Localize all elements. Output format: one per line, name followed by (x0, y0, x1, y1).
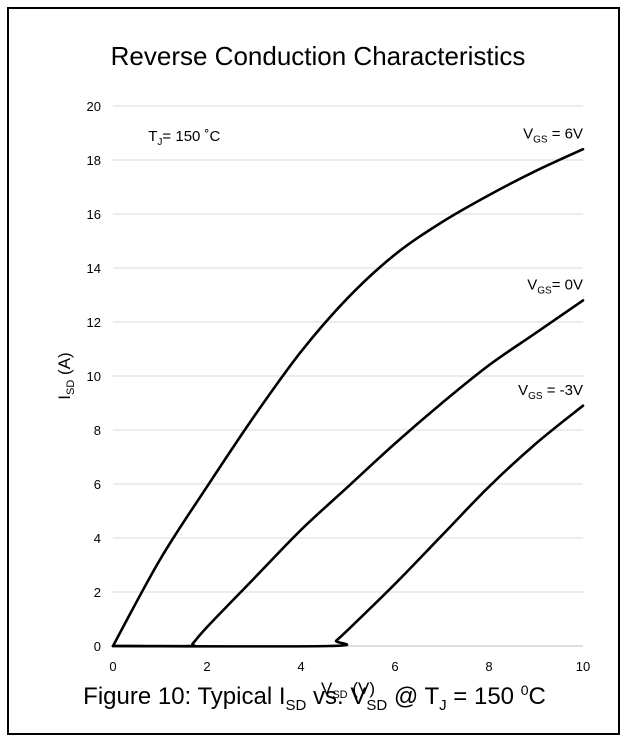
y-axis-label: ISD (A) (55, 352, 77, 399)
series-label-vgs-0v: VGS= 0V (527, 277, 583, 297)
y-tick-label-18: 18 (87, 153, 101, 168)
y-tick-label-16: 16 (87, 207, 101, 222)
x-tick-label-4: 4 (297, 659, 304, 674)
series-line-vgs-minus3v (111, 404, 585, 648)
series-label-vgs-minus3v: VGS = -3V (518, 382, 583, 402)
temperature-annotation: TJ= 150 ˚C (148, 128, 220, 148)
chart-title: Reverse Conduction Characteristics (111, 41, 526, 71)
x-tick-label-0: 0 (109, 659, 116, 674)
x-tick-label-2: 2 (203, 659, 210, 674)
figure-caption: Figure 10: Typical ISD vs. VSD @ TJ = 15… (83, 682, 546, 714)
y-tick-label-4: 4 (94, 531, 101, 546)
y-tick-label-2: 2 (94, 585, 101, 600)
figure-frame (7, 7, 620, 735)
y-tick-labels: 0 2 4 6 8 10 12 14 16 18 20 (87, 99, 101, 654)
x-tick-label-8: 8 (485, 659, 492, 674)
y-tick-label-6: 6 (94, 477, 101, 492)
x-tick-labels: 0 2 4 6 8 10 (109, 659, 590, 674)
gridlines (113, 105, 583, 593)
series-line-vgs-0v (111, 299, 585, 648)
y-tick-label-8: 8 (94, 423, 101, 438)
series-label-vgs-6v: VGS = 6V (523, 125, 583, 145)
y-tick-label-10: 10 (87, 369, 101, 384)
y-tick-label-20: 20 (87, 99, 101, 114)
series-lines (111, 147, 585, 648)
x-tick-label-10: 10 (576, 659, 590, 674)
y-tick-label-14: 14 (87, 261, 101, 276)
y-tick-label-12: 12 (87, 315, 101, 330)
series-line-vgs-6v (111, 147, 585, 648)
y-tick-label-0: 0 (94, 639, 101, 654)
x-axis-label: VSD (V) (321, 679, 375, 701)
x-tick-label-6: 6 (391, 659, 398, 674)
